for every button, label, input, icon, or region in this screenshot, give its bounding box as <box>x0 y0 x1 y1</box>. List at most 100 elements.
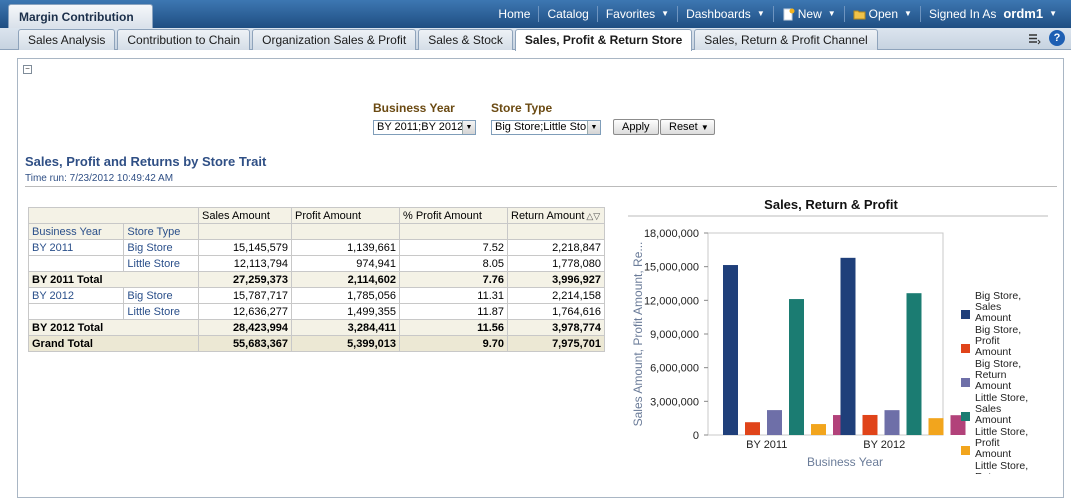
legend-entry: Big Store, Profit Amount <box>975 324 1021 358</box>
year-cell[interactable]: BY 2011 <box>27 239 125 256</box>
tab-item[interactable]: Sales Analysis <box>18 29 116 50</box>
business-year-select[interactable]: BY 2011;BY 2012 ▼ <box>373 120 476 135</box>
legend-swatch <box>961 446 970 455</box>
value-cell: 28,423,994 <box>198 319 292 336</box>
tab-item[interactable]: Organization Sales & Profit <box>252 29 417 50</box>
y-tick-label: 9,000,000 <box>650 329 699 341</box>
bar <box>884 410 900 435</box>
value-cell: 12,113,794 <box>198 255 292 272</box>
value-cell: 5,399,013 <box>291 335 400 352</box>
table-row: BY 2011 Big Store 15,145,579 1,139,661 7.52 2… <box>27 239 605 256</box>
bar <box>811 424 826 435</box>
value-cell: 1,764,616 <box>507 303 605 320</box>
tabs: Sales Analysis Contribution to Chain Organ… <box>18 29 880 51</box>
y-tick-label: 6,000,000 <box>650 363 699 375</box>
bar-chart: Sales, Return & Profit 0 3,000,000 6,000,00… <box>628 197 1048 474</box>
value-cell: 27,259,373 <box>198 271 292 288</box>
legend-entry-line: Big Store, <box>975 290 1021 302</box>
corner-cell <box>28 207 199 224</box>
store-type-cell[interactable]: Big Store <box>123 287 199 304</box>
value-cell: 11.87 <box>399 303 508 320</box>
store-type-cell[interactable]: Little Store <box>123 255 199 272</box>
chevron-down-icon: ▼ <box>462 121 475 134</box>
total-label: BY 2011 Total <box>28 271 199 288</box>
tab-item[interactable]: Sales & Stock <box>418 29 513 50</box>
sort-icon[interactable]: △▽ <box>586 210 601 221</box>
store-type-cell[interactable]: Big Store <box>123 239 199 256</box>
value-cell: 3,978,774 <box>507 319 605 336</box>
legend-entry: Big Store, Return Amount <box>975 358 1021 392</box>
value-cell: 8.05 <box>399 255 508 272</box>
year-cell[interactable]: BY 2012 <box>27 287 125 304</box>
tab-item[interactable]: Sales, Return & Profit Channel <box>694 29 878 50</box>
store-type-cell[interactable]: Little Store <box>123 303 199 320</box>
favorites-menu[interactable]: Favorites ▼ <box>596 6 677 22</box>
new-label: New <box>797 7 822 21</box>
grand-total-label: Grand Total <box>28 335 199 352</box>
global-nav: Home Catalog Favorites ▼ Dashboards ▼ Ne… <box>490 0 1065 28</box>
x-tick-label: BY 2012 <box>863 439 905 451</box>
y-tick-label: 0 <box>693 430 699 442</box>
reset-button[interactable]: Reset ▼ <box>660 119 715 135</box>
chevron-down-icon: ▼ <box>587 121 600 134</box>
legend-entry: Big Store, Sales Amount <box>975 290 1021 324</box>
bar <box>723 265 738 435</box>
legend-entry-line: Big Store, <box>975 358 1021 370</box>
value-cell: 7.76 <box>399 271 508 288</box>
value-cell: 974,941 <box>291 255 400 272</box>
tab-item[interactable]: Sales, Profit & Return Store <box>514 29 693 51</box>
x-axis-label: Business Year <box>807 455 883 469</box>
value-cell: 11.56 <box>399 319 508 336</box>
pivot-table: Sales Amount Profit Amount% Profit Amount… <box>27 207 605 352</box>
store-type-select[interactable]: Big Store;Little Sto ▼ <box>491 120 601 135</box>
bar <box>906 293 922 435</box>
favorites-label: Favorites <box>605 7 656 21</box>
value-cell: 2,218,847 <box>507 239 605 256</box>
value-cell: 1,139,661 <box>291 239 400 256</box>
bar <box>745 422 760 435</box>
legend-swatch <box>961 412 970 421</box>
legend-entry-line: Little Store, <box>975 460 1028 472</box>
legend-entry-line: Return <box>975 471 1007 474</box>
new-menu[interactable]: New ▼ <box>772 6 844 22</box>
legend-entry-line: Return <box>975 369 1007 381</box>
value-cell: 2,214,158 <box>507 287 605 304</box>
empty-cell <box>507 223 605 240</box>
collapse-section-icon[interactable]: − <box>23 65 32 74</box>
empty-cell <box>399 223 508 240</box>
value-cell: 7,975,701 <box>507 335 605 352</box>
store-type-value: Big Store;Little Sto <box>495 121 587 133</box>
apply-button[interactable]: Apply <box>613 119 659 135</box>
total-label: BY 2012 Total <box>28 319 199 336</box>
dashboards-menu[interactable]: Dashboards ▼ <box>677 6 773 22</box>
divider <box>25 186 1057 187</box>
page-options-icon[interactable] <box>1028 32 1041 45</box>
help-icon[interactable]: ? <box>1049 30 1065 46</box>
value-cell: 55,683,367 <box>198 335 292 352</box>
home-link[interactable]: Home <box>498 7 531 21</box>
y-tick-label: 12,000,000 <box>644 295 699 307</box>
y-tick-label: 15,000,000 <box>644 262 699 274</box>
chart-title: Sales, Return & Profit <box>764 197 898 212</box>
column-header: % Profit Amount <box>399 207 508 224</box>
legend-entry-line: Sales <box>975 301 1001 313</box>
user-menu[interactable]: Signed In As ordm1 ▼ <box>919 6 1065 22</box>
catalog-link[interactable]: Catalog <box>538 6 596 22</box>
bar <box>862 414 878 435</box>
y-axis-label: Sales Amount, Profit Amount, Re... <box>631 242 645 427</box>
table-row: BY 2012 Big Store 15,787,717 1,785,056 11.31… <box>27 287 605 304</box>
legend-entry-line: Big Store, <box>975 324 1021 336</box>
y-tick-label: 18,000,000 <box>644 228 699 240</box>
legend-entry-line: Amount <box>975 414 1011 426</box>
table-row: Little Store 12,636,277 1,499,355 11.87 1,76… <box>27 303 605 320</box>
value-cell: 1,499,355 <box>291 303 400 320</box>
value-cell: 11.31 <box>399 287 508 304</box>
plot-area <box>707 232 944 436</box>
empty-cell <box>291 223 400 240</box>
tab-item[interactable]: Contribution to Chain <box>117 29 251 50</box>
column-header[interactable]: Return Amount △▽ <box>507 207 605 224</box>
open-menu[interactable]: Open ▼ <box>843 6 920 22</box>
user-name: ordm1 <box>1003 6 1044 21</box>
table-header-row: Business Year Store Type <box>27 223 605 240</box>
